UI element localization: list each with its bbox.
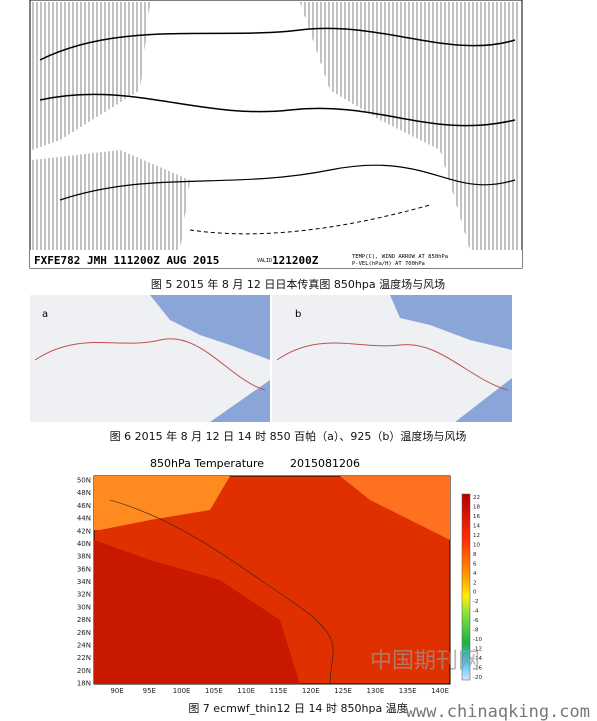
colorbar-label: 16 <box>473 514 480 520</box>
colorbar <box>461 493 471 681</box>
sea <box>150 295 270 360</box>
watermark-logo: 中国期刊网 <box>370 649 480 674</box>
colorbar-label: -20 <box>473 675 482 681</box>
lat-label: 36N <box>77 565 91 573</box>
lat-label: 50N <box>77 477 91 485</box>
fax-legend: P-VEL(hPa/H) AT 700hPa <box>352 261 425 267</box>
lat-label: 40N <box>77 540 91 548</box>
lat-label: 26N <box>77 629 91 637</box>
lon-label: 130E <box>367 687 385 695</box>
fax-legend: TEMP(C), WIND ARROW AT 850hPa <box>352 254 448 260</box>
lon-label: 90E <box>110 687 123 695</box>
panel-label: b <box>295 309 301 320</box>
lon-label: 100E <box>173 687 191 695</box>
fax-footer <box>30 250 522 268</box>
panel-label: a <box>42 309 48 320</box>
lon-label: 105E <box>205 687 223 695</box>
colorbar-label: 2 <box>473 580 477 586</box>
hatch-area <box>32 150 190 250</box>
watermark-url: www.chinaqking.com <box>406 702 590 721</box>
isoline <box>39 93 516 127</box>
lon-label: 125E <box>334 687 352 695</box>
isoline <box>39 27 516 61</box>
figure-6: a b 图 6 2015 年 8 月 12 日 14 时 850 百帕（a）、9… <box>30 295 512 443</box>
sea <box>210 380 270 422</box>
caption: 图 5 2015 年 8 月 12 日日本传真图 850hpa 温度场与风场 <box>151 277 445 291</box>
colorbar-label: -14 <box>473 656 482 662</box>
lat-label: 38N <box>77 553 91 561</box>
lat-label: 24N <box>77 641 91 649</box>
colorbar-label: -2 <box>473 599 478 605</box>
colorbar-label: 4 <box>473 571 477 577</box>
colorbar-label: -6 <box>473 618 479 624</box>
colorbar-label: -12 <box>473 647 482 653</box>
colorbar-label: -16 <box>473 666 482 672</box>
map-title: 850hPa Temperature <box>150 457 264 470</box>
lat-label: 44N <box>77 515 91 523</box>
colorbar-label: -8 <box>473 628 479 634</box>
warm-area <box>94 540 300 684</box>
fax-valid: VALID <box>257 258 272 264</box>
isotherm <box>276 342 509 391</box>
map-time: 2015081206 <box>290 457 360 470</box>
lon-label: 115E <box>270 687 288 695</box>
sea <box>455 378 512 422</box>
lat-label: 42N <box>77 527 91 535</box>
isoline <box>59 164 516 201</box>
isotherm <box>34 338 266 391</box>
colorbar-label: 12 <box>473 533 480 539</box>
fax-header: FXFE782 JMH 111200Z AUG 2015 <box>34 254 219 267</box>
figure-5: FXFE782 JMH 111200Z AUG 2015 VALID 12120… <box>29 0 523 291</box>
lon-label: 140E <box>431 687 449 695</box>
lat-label: 22N <box>77 654 91 662</box>
border <box>109 499 334 685</box>
colorbar-label: 22 <box>473 495 480 501</box>
colorbar-label: 8 <box>473 552 477 558</box>
colorbar-label: -10 <box>473 637 482 643</box>
lat-label: 46N <box>77 502 91 510</box>
lat-label: 20N <box>77 667 91 675</box>
lat-label: 48N <box>77 489 91 497</box>
hatch-area <box>32 2 150 150</box>
lon-label: 120E <box>302 687 320 695</box>
lat-label: 28N <box>77 616 91 624</box>
lat-label: 18N <box>77 680 91 688</box>
colorbar-label: 0 <box>473 590 477 596</box>
caption: 图 6 2015 年 8 月 12 日 14 时 850 百帕（a）、925（b… <box>110 429 467 443</box>
lon-label: 110E <box>237 687 255 695</box>
lat-label: 32N <box>77 591 91 599</box>
colorbar-label: 10 <box>473 542 480 548</box>
figure-7: 850hPa Temperature 2015081206 图 7 ecmwf_… <box>77 457 483 715</box>
caption: 图 7 ecmwf_thin12 日 14 时 850hpa 温度 <box>188 701 407 715</box>
lat-label: 30N <box>77 603 91 611</box>
coastline <box>189 204 431 235</box>
lon-label: 95E <box>143 687 156 695</box>
cool-area <box>340 476 450 540</box>
colorbar-label: 18 <box>473 504 480 510</box>
colorbar-label: -4 <box>473 609 479 615</box>
lat-label: 34N <box>77 578 91 586</box>
fax-valid-time: 121200Z <box>272 254 319 267</box>
cool-area <box>94 476 230 530</box>
colorbar-label: 14 <box>473 523 480 529</box>
hatch-area <box>300 2 520 250</box>
lon-label: 135E <box>399 687 417 695</box>
colorbar-label: 6 <box>473 561 477 567</box>
sea <box>390 295 512 350</box>
